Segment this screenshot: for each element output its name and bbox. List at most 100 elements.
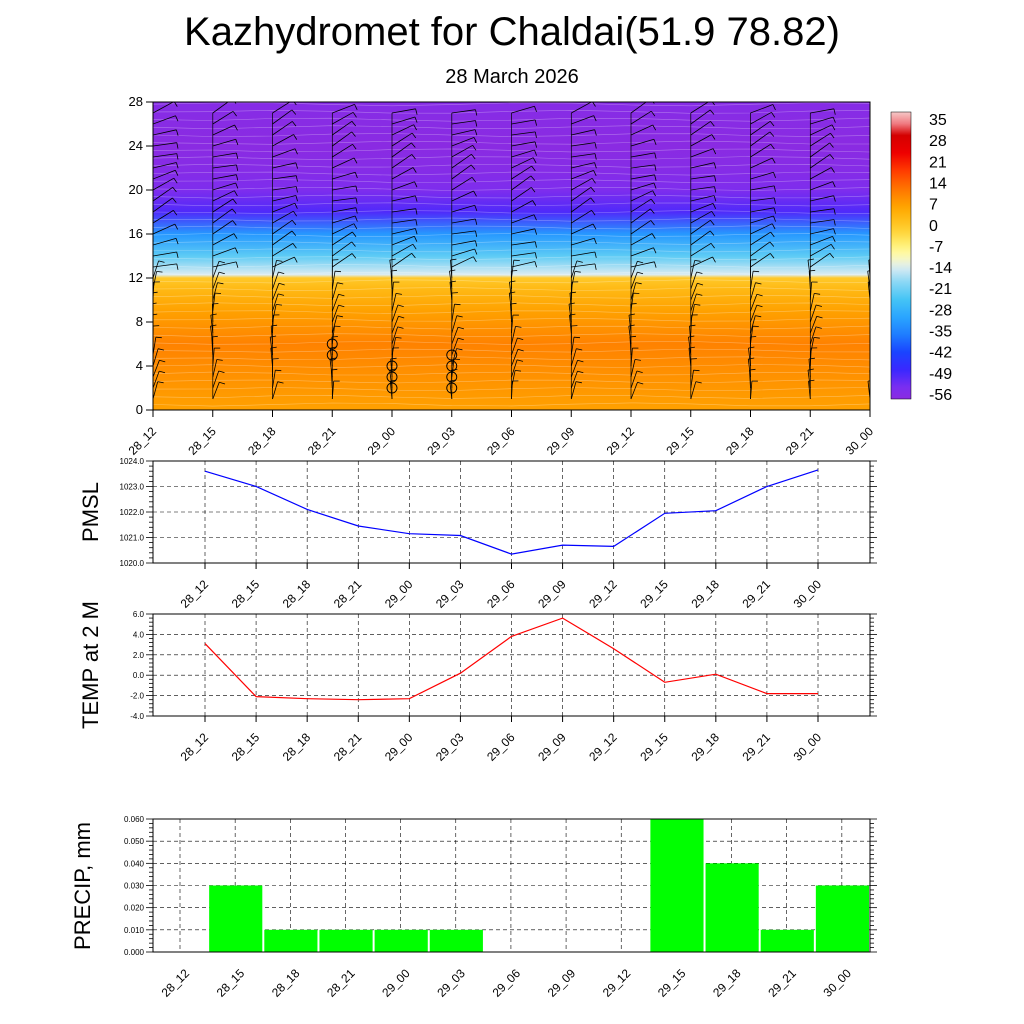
wind-barb-feather bbox=[830, 132, 835, 139]
x-tick-label: 29_18 bbox=[723, 424, 757, 458]
wind-barb-feather bbox=[475, 109, 478, 116]
wind-barb-shaft bbox=[153, 142, 177, 147]
wind-barb-feather bbox=[876, 338, 882, 340]
wind-barb-feather bbox=[577, 370, 584, 374]
wind-barb-shaft bbox=[331, 326, 335, 345]
wind-barb-feather bbox=[234, 124, 238, 131]
x-tick-label: 29_12 bbox=[600, 966, 634, 1000]
wind-barb-shaft bbox=[451, 256, 474, 268]
wind-barb-shaft bbox=[511, 105, 535, 114]
wind-barb-feather bbox=[576, 348, 583, 351]
wind-barb-feather bbox=[176, 142, 179, 149]
wind-barb-feather bbox=[534, 252, 537, 259]
wind-barb-shaft bbox=[332, 143, 353, 158]
wind-barb-shaft bbox=[630, 261, 655, 268]
precip-marker bbox=[386, 382, 398, 394]
wind-barb-shaft bbox=[630, 124, 653, 136]
wind-barb-shaft bbox=[391, 252, 412, 268]
wind-barb-shaft bbox=[810, 195, 834, 202]
wind-barb-shaft bbox=[750, 143, 772, 158]
wind-barb-shaft bbox=[869, 353, 870, 355]
wind-barb-feather bbox=[235, 182, 239, 189]
wind-barb-shaft bbox=[630, 198, 652, 213]
wind-barb-feather bbox=[714, 175, 717, 182]
wind-barb-feather bbox=[534, 261, 537, 268]
wind-barb-feather bbox=[694, 304, 701, 306]
wind-barb-shaft bbox=[750, 304, 758, 323]
wind-barb-feather bbox=[769, 253, 775, 259]
wind-barb-feather bbox=[650, 110, 656, 117]
wind-barb-shaft bbox=[570, 348, 577, 367]
wind-barb-shaft bbox=[570, 370, 578, 389]
wind-barb-feather bbox=[650, 208, 655, 214]
wind-barb-feather bbox=[159, 370, 166, 374]
wind-barb-shaft bbox=[391, 195, 416, 202]
wind-barb-feather bbox=[353, 223, 358, 230]
wind-barb-feather bbox=[814, 293, 821, 295]
wind-barb-shaft bbox=[690, 219, 711, 235]
x-tick-label: 29_00 bbox=[365, 424, 399, 458]
wind-barb-feather bbox=[474, 248, 478, 255]
wind-barb-shaft bbox=[511, 157, 534, 169]
wind-barb-shaft bbox=[212, 382, 220, 400]
wind-barb-shaft bbox=[571, 162, 595, 169]
wind-barb-feather bbox=[755, 315, 762, 318]
wind-barb-shaft bbox=[809, 326, 817, 345]
wind-barb-shaft bbox=[451, 153, 472, 169]
wind-barb-feather bbox=[354, 215, 358, 222]
plot-frame bbox=[152, 818, 871, 953]
wind-barb-shaft bbox=[869, 233, 870, 234]
wind-barb-shaft bbox=[869, 244, 870, 245]
wind-barb-shaft bbox=[511, 326, 516, 345]
wind-barb-shaft bbox=[511, 165, 532, 180]
x-tick-label: 29_00 bbox=[379, 966, 413, 1000]
wind-barb-feather bbox=[218, 370, 225, 373]
wind-barb-feather bbox=[277, 381, 284, 384]
wind-barb-feather bbox=[628, 313, 635, 316]
wind-barb-shaft bbox=[451, 327, 459, 345]
wind-barb-feather bbox=[236, 152, 239, 159]
wind-barb-feather bbox=[351, 131, 356, 137]
wind-barb-shaft bbox=[391, 235, 415, 246]
wind-barb-shaft bbox=[272, 148, 296, 158]
wind-barb-shaft bbox=[750, 282, 756, 301]
y-tick-label: 2.0 bbox=[133, 651, 145, 660]
wind-barb-shaft bbox=[809, 316, 818, 334]
x-tick-label: 29_09 bbox=[544, 424, 578, 458]
wind-barb-shaft bbox=[630, 382, 638, 400]
wind-barb-shaft bbox=[391, 293, 397, 312]
wind-barb-shaft bbox=[630, 282, 637, 301]
wind-barb-feather bbox=[153, 313, 158, 316]
wind-barb-shaft bbox=[630, 164, 655, 169]
wind-barb-feather bbox=[292, 243, 297, 249]
wind-barb-feather bbox=[338, 304, 345, 308]
wind-barb-shaft bbox=[331, 294, 339, 312]
wind-barb-shaft bbox=[272, 202, 296, 213]
wind-barb-shaft bbox=[272, 243, 294, 257]
x-tick-label: 28_12 bbox=[159, 966, 193, 1000]
wind-barb-shaft bbox=[750, 131, 771, 147]
y-axis-label: PRECIP, mm bbox=[70, 822, 95, 950]
wind-barb-shaft bbox=[571, 197, 591, 213]
wind-barb-feather bbox=[756, 293, 763, 297]
wind-barb-feather bbox=[515, 326, 522, 328]
wind-barb-feather bbox=[833, 228, 836, 235]
wind-barb-shaft bbox=[272, 381, 278, 400]
wind-barb-shaft bbox=[212, 282, 218, 301]
wind-barb-shaft bbox=[690, 293, 697, 312]
wind-barb-shaft bbox=[690, 203, 714, 213]
wind-barb-shaft bbox=[570, 360, 578, 378]
wind-barb-shaft bbox=[807, 370, 811, 389]
wind-barb-shaft bbox=[750, 315, 756, 334]
x-tick-label: 29_12 bbox=[604, 424, 638, 458]
x-tick-label: 29_21 bbox=[740, 730, 774, 764]
wind-barb-shaft bbox=[690, 381, 697, 400]
wind-barb-feather bbox=[457, 337, 464, 341]
wind-barb-shaft bbox=[750, 171, 774, 180]
wind-barb-feather bbox=[278, 293, 285, 296]
wind-barb-feather bbox=[635, 282, 642, 285]
wind-barb-shaft bbox=[451, 109, 476, 114]
x-tick-label: 28_12 bbox=[126, 424, 160, 458]
wind-barb-feather bbox=[457, 326, 465, 330]
wind-barb-feather bbox=[770, 231, 775, 238]
